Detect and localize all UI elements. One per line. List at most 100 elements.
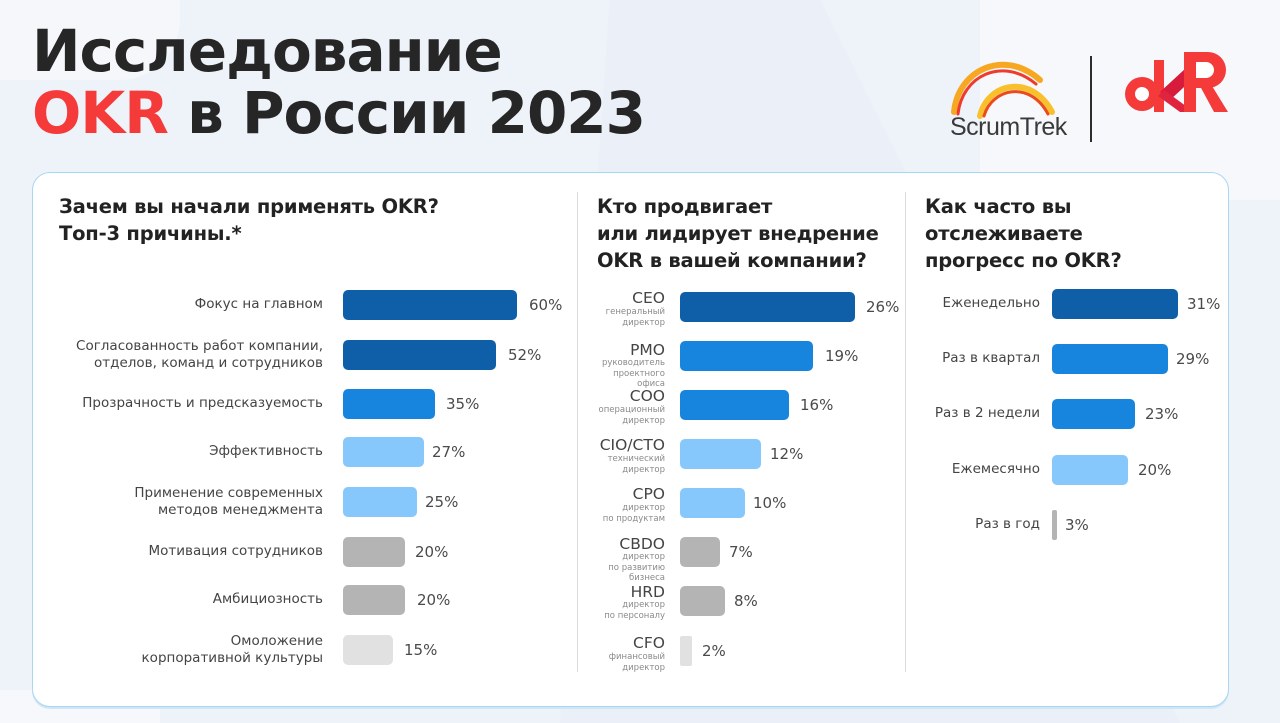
bar-row: 3% xyxy=(1052,510,1222,540)
scrumtrek-wordmark: ScrumTrek xyxy=(950,113,1067,141)
bar xyxy=(1052,510,1057,540)
bar-value: 19% xyxy=(825,347,859,365)
bar-value: 15% xyxy=(404,641,438,659)
column-divider xyxy=(577,192,578,672)
bar-label: CFO xyxy=(633,634,665,652)
bar-row: 20% xyxy=(1052,455,1222,485)
bar-row: 10% xyxy=(680,488,900,518)
bar-value: 20% xyxy=(1138,461,1172,479)
bar-sublabel: технический директор xyxy=(607,454,665,475)
bar-row: 19% xyxy=(680,341,900,371)
bar xyxy=(680,586,725,616)
chart-reasons-title: Зачем вы начали применять OKR? Топ-3 при… xyxy=(59,193,439,247)
bar-sublabel: операционный директор xyxy=(598,405,665,426)
bar-label: Эффективность xyxy=(209,443,323,459)
chart-title-line: Кто продвигает xyxy=(597,195,773,218)
bar-sublabel: директор по развитию бизнеса xyxy=(608,552,665,583)
bar xyxy=(343,635,393,665)
partner-logos: ScrumTrek RUSSIA xyxy=(940,50,1240,150)
bar-row: 20% xyxy=(343,537,583,567)
bar-value: 3% xyxy=(1065,516,1089,534)
bar-label: Амбициозность xyxy=(212,591,323,607)
chart-title-line: отслеживаете xyxy=(925,222,1083,245)
bar-label: Еженедельно xyxy=(942,295,1040,311)
chart-title-line: Топ-3 причины.* xyxy=(59,222,242,245)
title-line-1: Исследование xyxy=(32,17,503,85)
bar xyxy=(343,340,496,370)
bar-row: 2% xyxy=(680,636,900,666)
bar xyxy=(680,341,813,371)
bar-row: 16% xyxy=(680,390,900,420)
bar-label: CBDO xyxy=(619,535,665,553)
bar xyxy=(343,389,435,419)
bar-row: 60% xyxy=(343,290,583,320)
bar-value: 8% xyxy=(734,592,758,610)
bar-value: 23% xyxy=(1145,405,1179,423)
bar-value: 29% xyxy=(1176,350,1210,368)
bar xyxy=(1052,455,1128,485)
bar-label: Согласованность работ компании, отделов,… xyxy=(76,338,323,371)
scrumtrek-logo: ScrumTrek xyxy=(944,50,1067,144)
logo-divider xyxy=(1090,56,1092,142)
okr-mark-icon xyxy=(1125,52,1228,112)
bar-value: 2% xyxy=(702,642,726,660)
bar-row: 15% xyxy=(343,635,583,665)
bar-row: 7% xyxy=(680,537,900,567)
bar-value: 25% xyxy=(425,493,459,511)
bar-label: Прозрачность и предсказуемость xyxy=(82,395,323,411)
okr-russia-logo: RUSSIA xyxy=(1120,50,1230,144)
bar-label: CEO xyxy=(632,289,665,307)
bar-label: PMO xyxy=(630,341,665,359)
bar-value: 16% xyxy=(800,396,834,414)
chart-leaders-title: Кто продвигает или лидирует внедрение OK… xyxy=(597,193,879,274)
bar-label: HRD xyxy=(630,583,665,601)
bar-row: 26% xyxy=(680,292,900,322)
charts-panel xyxy=(32,172,1229,707)
bar-label: Мотивация сотрудников xyxy=(148,543,323,559)
bar xyxy=(1052,399,1135,429)
bar xyxy=(343,437,424,467)
bar-value: 12% xyxy=(770,445,804,463)
title-line-2: в России 2023 xyxy=(167,79,646,147)
bar xyxy=(1052,289,1178,319)
chart-title-line: прогресс по OKR? xyxy=(925,249,1122,272)
bar-sublabel: руководитель проектного офиса xyxy=(602,358,665,389)
bar xyxy=(343,487,417,517)
bar xyxy=(680,636,692,666)
bar-value: 20% xyxy=(415,543,449,561)
bar-row: 31% xyxy=(1052,289,1222,319)
bar-value: 20% xyxy=(417,591,451,609)
bar-row: 27% xyxy=(343,437,583,467)
bar-row: 35% xyxy=(343,389,583,419)
bar-label: Ежемесячно xyxy=(951,461,1040,477)
scrumtrek-arcs-icon xyxy=(951,61,1055,119)
bar-row: 20% xyxy=(343,585,583,615)
bar-value: 52% xyxy=(508,346,542,364)
bar-label: COO xyxy=(629,387,665,405)
bar xyxy=(680,488,745,518)
bar xyxy=(343,537,405,567)
bar xyxy=(343,585,405,615)
page-title: Исследование OKR в России 2023 xyxy=(32,17,646,147)
chart-title-line: или лидирует внедрение xyxy=(597,222,879,245)
bar-row: 8% xyxy=(680,586,900,616)
bar-value: 35% xyxy=(446,395,480,413)
bar-label: Омоложение корпоративной культуры xyxy=(141,633,323,666)
chart-frequency-title: Как часто вы отслеживаете прогресс по OK… xyxy=(925,193,1122,274)
bar-value: 7% xyxy=(729,543,753,561)
bar-sublabel: генеральный директор xyxy=(605,307,665,328)
bar-row: 12% xyxy=(680,439,900,469)
bar-value: 27% xyxy=(432,443,466,461)
bar-value: 10% xyxy=(753,494,787,512)
bar-sublabel: финансовый директор xyxy=(608,652,665,673)
chart-title-line: Зачем вы начали применять OKR? xyxy=(59,195,439,218)
bar-label: CIO/CTO xyxy=(599,436,665,454)
bar-value: 60% xyxy=(529,296,563,314)
bar-value: 26% xyxy=(866,298,900,316)
chart-title-line: Как часто вы xyxy=(925,195,1072,218)
bar xyxy=(680,390,789,420)
column-divider xyxy=(905,192,906,672)
bar-sublabel: директор по персоналу xyxy=(604,600,665,621)
chart-title-line: OKR в вашей компании? xyxy=(597,249,867,272)
bar-label: Раз в год xyxy=(975,516,1040,532)
